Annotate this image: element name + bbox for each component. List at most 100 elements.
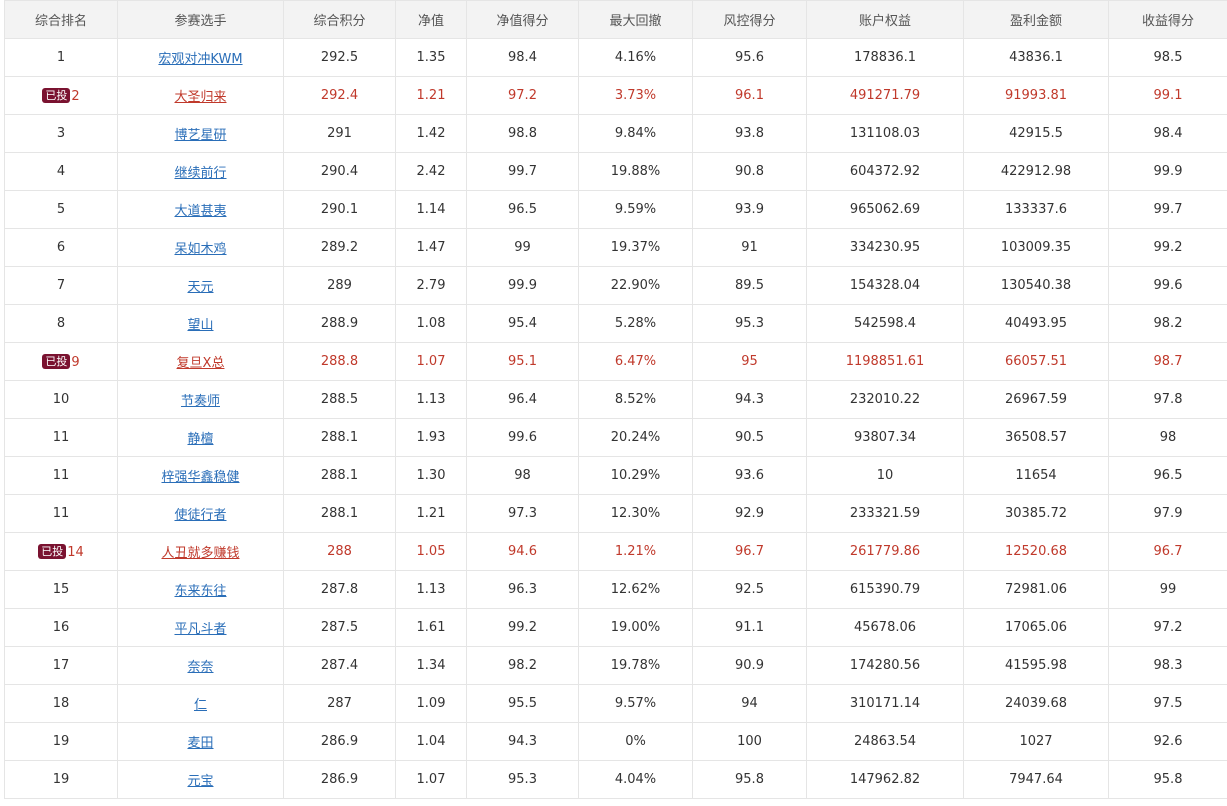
nav-score-cell: 99.7 [466,152,579,191]
return-score-cell: 98.4 [1108,114,1227,153]
player-link[interactable]: 天元 [187,280,214,295]
profit-cell: 12520.68 [963,532,1109,571]
player-link[interactable]: 静檀 [187,432,214,447]
player-link[interactable]: 博艺星研 [174,128,227,143]
rank-value: 2 [71,88,80,104]
player-link[interactable]: 大道甚夷 [174,204,227,219]
score-cell: 288 [283,532,396,571]
return-score-cell: 99.7 [1108,190,1227,229]
player-link[interactable]: 望山 [187,318,214,333]
player-link[interactable]: 使徒行者 [174,508,227,523]
table-row: 3 博艺星研 291 1.42 98.8 9.84% 93.8 131108.03 42915.… [4,114,1227,153]
player-cell: 仁 [117,684,284,723]
table-header: 综合排名 参赛选手 综合积分 净值 净值得分 最大回撤 风控得分 账户权益 盈利… [4,0,1227,39]
player-link[interactable]: 节奏师 [180,394,220,409]
rank-cell: 16 [4,608,118,647]
rank-cell: 已投 14 [4,532,118,571]
equity-cell: 1198851.61 [806,342,964,381]
nav-score-cell: 95.1 [466,342,579,381]
drawdown-cell: 3.73% [578,76,693,115]
risk-score-cell: 95 [692,342,807,381]
table-row: 11 梓强华鑫稳健 288.1 1.30 98 10.29% 93.6 10 11654 96.5 [4,456,1227,495]
risk-score-cell: 89.5 [692,266,807,305]
player-cell: 使徒行者 [117,494,284,533]
return-score-cell: 98.3 [1108,646,1227,685]
player-link[interactable]: 宏观对冲KWM [158,52,243,67]
rank-cell: 11 [4,418,118,457]
player-link[interactable]: 元宝 [187,774,214,789]
player-link[interactable]: 奈奈 [187,660,214,675]
header-drawdown: 最大回撤 [578,0,693,39]
player-link[interactable]: 梓强华鑫稳健 [161,470,240,485]
score-cell: 288.9 [283,304,396,343]
nav-score-cell: 96.3 [466,570,579,609]
risk-score-cell: 100 [692,722,807,761]
player-link[interactable]: 复旦X总 [176,356,225,371]
rank-value: 17 [52,658,70,673]
score-cell: 287.8 [283,570,396,609]
player-link[interactable]: 继续前行 [174,166,227,181]
drawdown-cell: 4.04% [578,760,693,799]
equity-cell: 233321.59 [806,494,964,533]
table-row: 1 宏观对冲KWM 292.5 1.35 98.4 4.16% 95.6 178836.1 43… [4,38,1227,77]
rank-value: 19 [52,772,70,787]
profit-cell: 91993.81 [963,76,1109,115]
nav-score-cell: 94.3 [466,722,579,761]
rank-cell: 15 [4,570,118,609]
header-risk-score: 风控得分 [692,0,807,39]
drawdown-cell: 20.24% [578,418,693,457]
nav-cell: 1.61 [395,608,467,647]
nav-cell: 1.14 [395,190,467,229]
profit-cell: 422912.98 [963,152,1109,191]
drawdown-cell: 5.28% [578,304,693,343]
nav-score-cell: 97.3 [466,494,579,533]
score-cell: 287 [283,684,396,723]
return-score-cell: 98.7 [1108,342,1227,381]
risk-score-cell: 96.7 [692,532,807,571]
player-link[interactable]: 东来东往 [174,584,227,599]
rank-value: 6 [56,240,66,255]
nav-cell: 1.21 [395,76,467,115]
rank-value: 18 [52,696,70,711]
header-score: 综合积分 [283,0,396,39]
risk-score-cell: 96.1 [692,76,807,115]
player-cell: 博艺星研 [117,114,284,153]
nav-cell: 1.04 [395,722,467,761]
profit-cell: 72981.06 [963,570,1109,609]
nav-cell: 1.09 [395,684,467,723]
player-link[interactable]: 呆如木鸡 [174,242,227,257]
rank-cell: 17 [4,646,118,685]
player-cell: 东来东往 [117,570,284,609]
player-link[interactable]: 麦田 [187,736,214,751]
risk-score-cell: 90.8 [692,152,807,191]
risk-score-cell: 93.8 [692,114,807,153]
rank-value: 16 [52,620,70,635]
equity-cell: 334230.95 [806,228,964,267]
rank-cell: 已投 2 [4,76,118,115]
nav-score-cell: 98.2 [466,646,579,685]
equity-cell: 965062.69 [806,190,964,229]
player-link[interactable]: 人丑就多赚钱 [161,546,240,561]
table-row: 7 天元 289 2.79 99.9 22.90% 89.5 154328.04 130540.… [4,266,1227,305]
player-link[interactable]: 大圣归来 [174,90,227,105]
return-score-cell: 97.2 [1108,608,1227,647]
return-score-cell: 99.6 [1108,266,1227,305]
player-cell: 静檀 [117,418,284,457]
rank-cell: 7 [4,266,118,305]
nav-score-cell: 95.5 [466,684,579,723]
nav-cell: 1.13 [395,570,467,609]
nav-score-cell: 98 [466,456,579,495]
table-row: 19 麦田 286.9 1.04 94.3 0% 100 24863.54 1027 92.6 [4,722,1227,761]
profit-cell: 40493.95 [963,304,1109,343]
drawdown-cell: 19.37% [578,228,693,267]
equity-cell: 93807.34 [806,418,964,457]
return-score-cell: 97.8 [1108,380,1227,419]
player-cell: 大圣归来 [117,76,284,115]
table-row: 16 平凡斗者 287.5 1.61 99.2 19.00% 91.1 45678.06 170… [4,608,1227,647]
rank-value: 15 [52,582,70,597]
nav-cell: 1.34 [395,646,467,685]
drawdown-cell: 9.59% [578,190,693,229]
player-link[interactable]: 平凡斗者 [174,622,227,637]
table-row: 4 继续前行 290.4 2.42 99.7 19.88% 90.8 604372.92 422… [4,152,1227,191]
player-link[interactable]: 仁 [193,698,207,713]
